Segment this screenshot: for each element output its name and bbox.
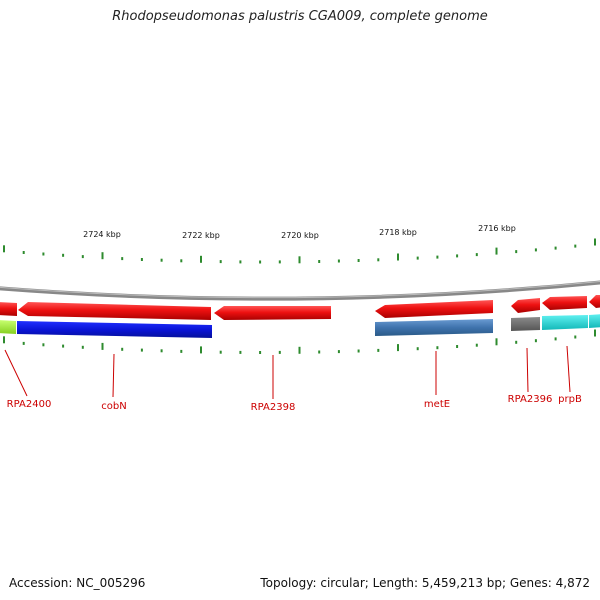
- gene-labels: RPA2400 cobN RPA2398 metE RPA2396 prpB: [7, 394, 582, 413]
- gene-label-prpb[interactable]: prpB: [558, 394, 582, 405]
- tick-label: 2724 kbp: [83, 230, 121, 239]
- accession-text: Accession: NC_005296: [9, 576, 146, 590]
- gene-arrow[interactable]: [542, 296, 587, 310]
- map-title: Rhodopseudomonas palustris CGA009, compl…: [112, 9, 488, 24]
- gene-block-rpa2400[interactable]: [0, 320, 16, 334]
- gene-block-mete[interactable]: [375, 319, 493, 336]
- gene-arrow[interactable]: [589, 295, 600, 308]
- gene-block-cobn[interactable]: [17, 321, 212, 338]
- genome-backbone: [0, 280, 600, 301]
- gene-block-prpb[interactable]: [542, 315, 588, 330]
- inner-tick-row: [3, 329, 596, 354]
- tick-label: 2720 kbp: [281, 231, 319, 240]
- tick-label: 2718 kbp: [379, 228, 417, 237]
- gene-arrow[interactable]: [0, 302, 17, 316]
- genome-summary: Topology: circular; Length: 5,459,213 bp…: [260, 576, 590, 590]
- gene-label-rpa2396[interactable]: RPA2396: [508, 394, 553, 405]
- leader-line: [526, 347, 529, 393]
- gene-arrow[interactable]: [511, 298, 540, 313]
- gene-arrow[interactable]: [18, 302, 211, 320]
- gene-label-mete[interactable]: metE: [424, 399, 450, 410]
- leader-line: [112, 353, 115, 398]
- outer-tick-row: [3, 238, 596, 264]
- reverse-strand: [0, 314, 600, 338]
- gene-label-rpa2400[interactable]: RPA2400: [7, 399, 52, 410]
- gene-arrow-rpa2398[interactable]: [214, 306, 331, 320]
- gene-arrow[interactable]: [375, 300, 493, 318]
- gene-block[interactable]: [589, 314, 600, 328]
- leader-line: [566, 345, 571, 393]
- tick-label: 2722 kbp: [182, 231, 220, 240]
- gene-label-cobn[interactable]: cobN: [101, 401, 126, 412]
- gene-block-rpa2396[interactable]: [511, 317, 540, 331]
- forward-strand: [0, 295, 600, 320]
- label-leaders: [4, 345, 571, 399]
- gene-label-rpa2398[interactable]: RPA2398: [251, 402, 296, 413]
- leader-line: [4, 349, 28, 397]
- tick-labels: 2724 kbp 2722 kbp 2720 kbp 2718 kbp 2716…: [83, 224, 516, 240]
- tick-label: 2716 kbp: [478, 224, 516, 233]
